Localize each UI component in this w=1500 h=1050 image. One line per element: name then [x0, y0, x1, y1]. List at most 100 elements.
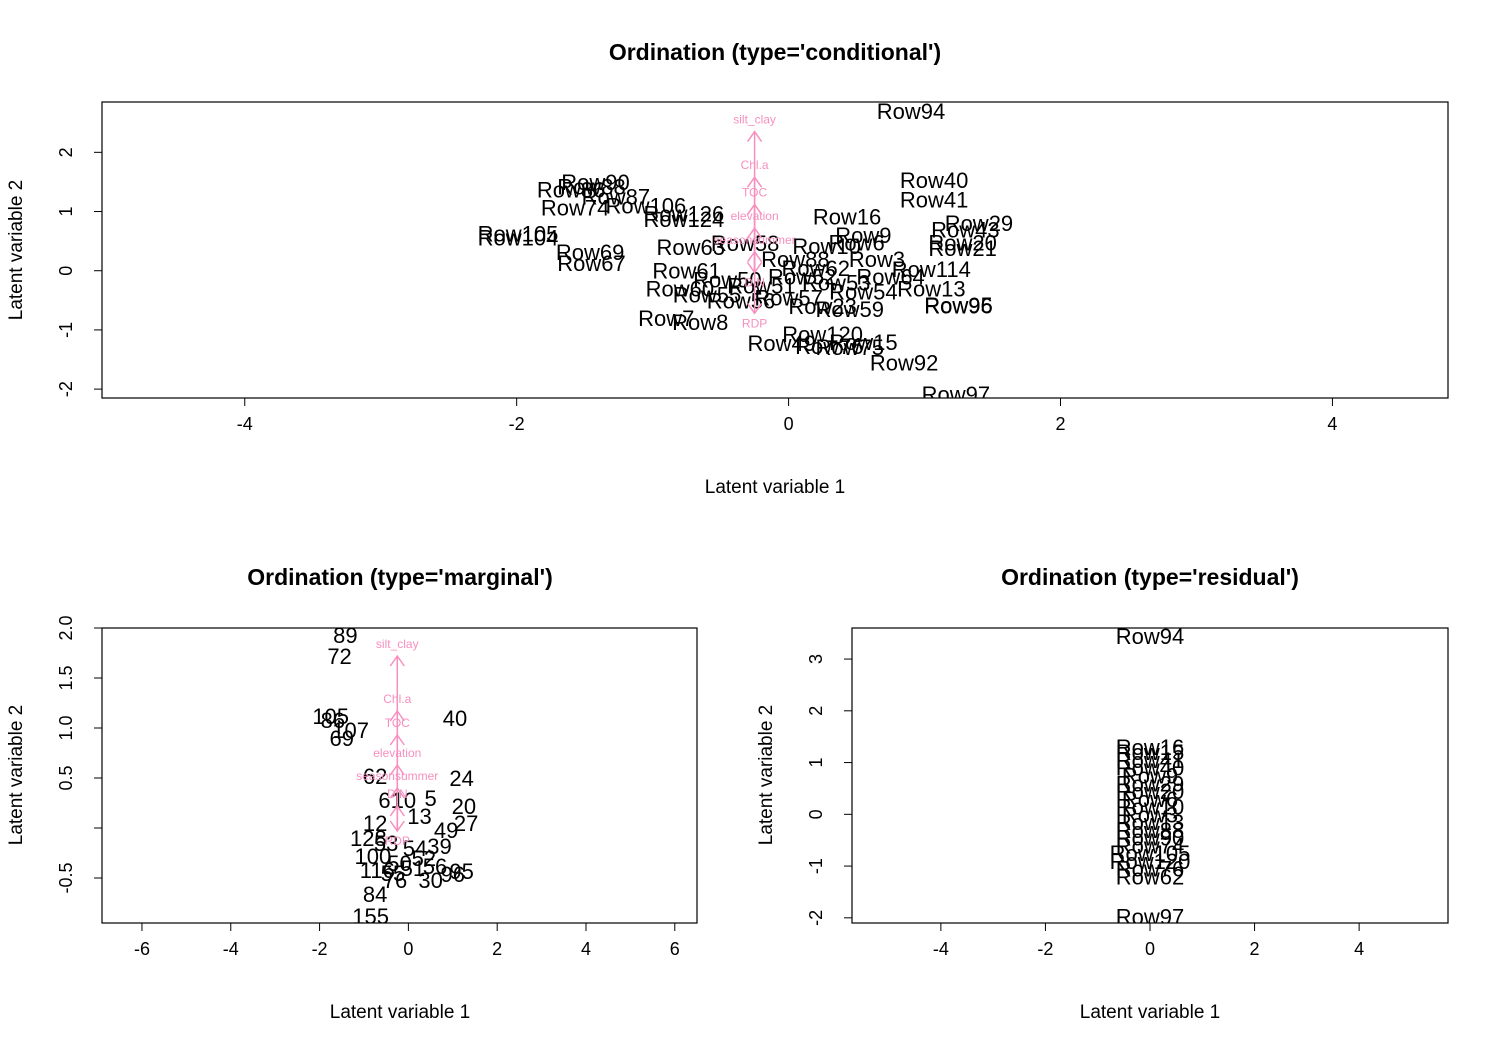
y-tick-label: 2 [806, 706, 826, 716]
point-label: Row75 [816, 335, 884, 360]
points-layer: Row94Row40Row41Row90Row88Row86Row87Row10… [478, 99, 1014, 398]
point-label: Row87 [582, 185, 650, 210]
panel-residual: Ordination (type='residual') Latent vari… [756, 564, 1449, 1023]
point-label: Row86 [537, 178, 605, 203]
point-label: Row60 [646, 276, 714, 301]
env-vector-head [389, 763, 405, 776]
point-label: Row90 [561, 170, 629, 195]
x-tick-label: -4 [223, 939, 239, 959]
point-label: 84 [363, 882, 387, 907]
env-vector-head [389, 654, 405, 667]
point-label: 72 [327, 644, 351, 669]
point-label: Row76 [795, 334, 863, 359]
y-tick-label: -1 [56, 322, 76, 338]
env-vector-label: seasonsummer [356, 769, 438, 783]
point-label: 50 [387, 851, 411, 876]
y-tick-label: -0.5 [56, 862, 76, 893]
x-tick-label: -4 [933, 939, 949, 959]
x-tick-label: -2 [312, 939, 328, 959]
x-tick-label: 4 [581, 939, 591, 959]
point-label: Row29 [1116, 771, 1184, 796]
env-vector-label: silt_clay [733, 113, 776, 127]
point-label: Row10 [792, 234, 860, 259]
point-label: Row41 [1116, 748, 1184, 773]
point-label: 69 [330, 726, 354, 751]
point-label: Row120 [782, 322, 863, 347]
point-label: Row16 [1116, 735, 1184, 760]
env-vector-label: TOC [742, 185, 767, 199]
env-vector-label: DIN [387, 787, 408, 801]
point-label: Row55 [673, 282, 741, 307]
point-label: 105 [312, 704, 349, 729]
env-vector-head [746, 130, 763, 143]
point-label: 40 [443, 706, 467, 731]
point-label: Row120 [1110, 849, 1191, 874]
env-vector-label: seasonsummer [714, 233, 796, 247]
point-label: Row13 [897, 276, 965, 301]
y-axis-label: Latent variable 2 [6, 180, 27, 321]
point-label: 39 [427, 834, 451, 859]
point-label: Row6 [1122, 787, 1178, 812]
env-vector-head [746, 302, 763, 315]
point-label: Row62 [782, 256, 850, 281]
point-label: 30 [418, 868, 442, 893]
panel-title: Ordination (type='conditional') [609, 39, 941, 65]
point-label: Row94 [1116, 624, 1184, 649]
point-label: Row96 [924, 294, 992, 319]
point-label: 95 [449, 859, 473, 884]
point-label: Row64 [856, 265, 924, 290]
y-tick-label: 0 [806, 809, 826, 819]
y-tick-label: 2.0 [56, 615, 76, 640]
env-vector-label: elevation [731, 209, 779, 223]
x-tick-label: 6 [670, 939, 680, 959]
panel-title: Ordination (type='marginal') [247, 564, 553, 590]
x-tick-label: 4 [1354, 939, 1364, 959]
panel-marginal: Ordination (type='marginal') Latent vari… [6, 564, 698, 1023]
y-tick-label: -2 [56, 381, 76, 397]
point-label: Row61 [652, 259, 720, 284]
y-tick-label: 0.5 [56, 765, 76, 790]
point-label: 27 [454, 811, 478, 836]
point-label: Row74 [541, 195, 609, 220]
env-vector-label: elevation [373, 746, 421, 760]
plot-area: -6 -4 -2 0 2 4 6-0.50.51.01.52.0 89721058610769… [56, 615, 680, 959]
point-label: Row49 [748, 331, 816, 356]
point-label: Row23 [788, 294, 856, 319]
point-label: Row21 [928, 236, 996, 261]
point-label: Row6 [828, 230, 884, 255]
y-tick-label: 3 [806, 654, 826, 664]
point-label: Row3 [1122, 802, 1178, 827]
point-label: Row20 [1116, 779, 1184, 804]
env-vector-head [746, 226, 763, 239]
point-label: 76 [383, 868, 407, 893]
point-label: Row16 [813, 204, 881, 229]
point-label: 96 [441, 862, 465, 887]
point-label: Row7 [638, 306, 694, 331]
point-label: Row9 [835, 223, 891, 248]
env-vector-label: RDP [385, 834, 410, 848]
points-layer: Row94Row16Row15Row41Row40Row9Row29Row20R… [1110, 624, 1191, 923]
env-vector-head [389, 786, 405, 799]
env-vector-head [389, 820, 405, 833]
point-label: 128 [350, 826, 387, 851]
point-label: 89 [333, 623, 357, 648]
point-label: Row10 [1116, 795, 1184, 820]
point-label: Row67 [557, 251, 625, 276]
point-label: Row9 [1122, 764, 1178, 789]
point-label: Row40 [900, 168, 968, 193]
panel-title: Ordination (type='residual') [1001, 564, 1299, 590]
point-label: 51 [401, 856, 425, 881]
point-label: Row88 [761, 247, 829, 272]
x-axis-label: Latent variable 1 [330, 1002, 471, 1023]
y-tick-label: 2 [56, 147, 76, 157]
env-vector-label: Chl.a [741, 158, 769, 172]
point-label: 24 [449, 766, 473, 791]
point-label: 12 [363, 811, 387, 836]
point-label: 107 [332, 718, 369, 743]
point-label: Row114 [892, 257, 971, 282]
point-label: Row29 [945, 211, 1013, 236]
x-tick-label: 0 [403, 939, 413, 959]
point-label: Row95 [924, 293, 992, 318]
